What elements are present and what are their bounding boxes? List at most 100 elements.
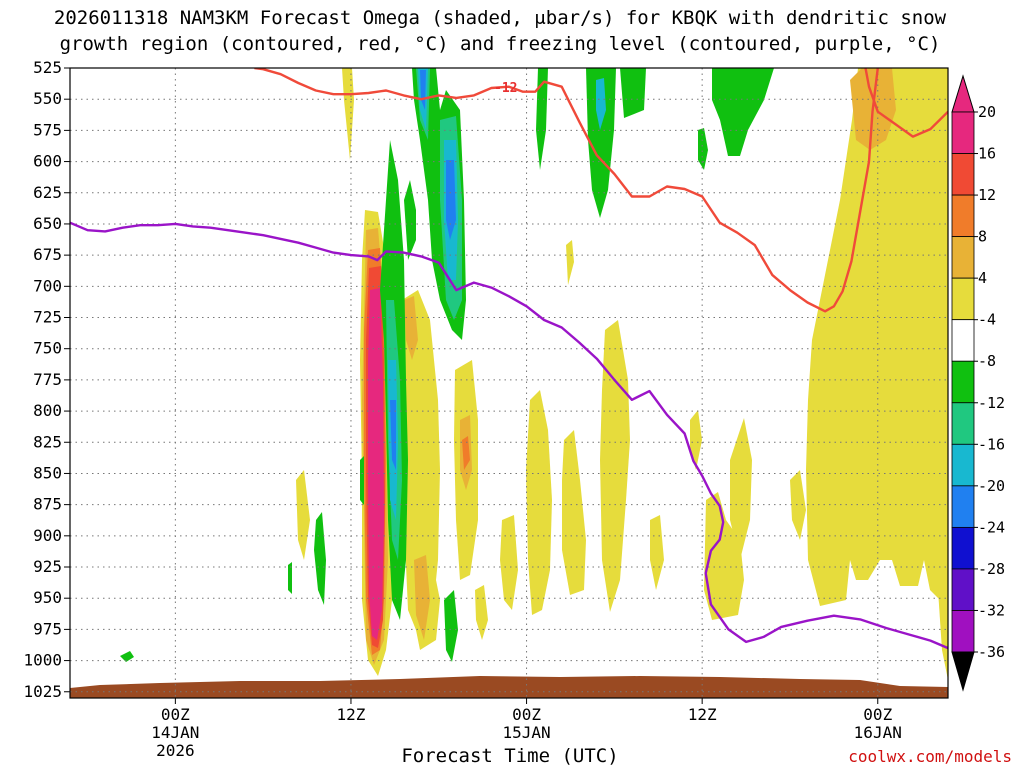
colorbar-label: 8	[978, 228, 987, 246]
y-tick-label: 750	[33, 339, 62, 358]
colorbar-label: -12	[978, 394, 1005, 412]
y-axis: 525 550 575 600 625 650 675 700 725 750 775 800 825 8…	[23, 58, 70, 701]
omega-negative-region	[314, 512, 326, 605]
colorbar-swatch	[951, 153, 975, 196]
y-tick-label: 550	[33, 89, 62, 108]
omega-positive-region	[600, 320, 630, 612]
y-tick-label: 850	[33, 463, 62, 482]
y-tick-label: 1000	[23, 651, 62, 670]
omega-positive-region	[690, 410, 702, 470]
colorbar-label: 20	[978, 103, 996, 121]
terrain	[70, 676, 948, 698]
omega-positive-region	[566, 240, 574, 285]
x-axis-label: Forecast Time (UTC)	[401, 745, 618, 767]
omega-negative-region	[444, 590, 458, 662]
colorbar-min-arrow	[951, 651, 975, 692]
omega-positive-region	[562, 430, 586, 595]
colorbar-label: -20	[978, 477, 1005, 495]
chart-title-line2: growth region (contoured, red, °C) and f…	[60, 33, 941, 55]
y-tick-label: 625	[33, 183, 62, 202]
x-tick-label: 15JAN	[502, 723, 550, 742]
freezing-level-line	[70, 221, 948, 650]
dgz-contour-label: -12	[494, 81, 517, 96]
y-tick-label: 650	[33, 214, 62, 233]
colorbar-label: -32	[978, 601, 1005, 619]
omega-positive-region	[790, 470, 806, 540]
omega-strong-region	[404, 296, 418, 360]
omega-blue-region	[390, 400, 396, 470]
omega-positive-region	[806, 68, 948, 606]
y-tick-label: 600	[33, 152, 62, 171]
omega-positive-region	[500, 515, 518, 610]
x-tick-label: 12Z	[337, 705, 366, 724]
y-tick-label: 675	[33, 245, 62, 264]
y-tick-label: 875	[33, 495, 62, 514]
y-tick-label: 925	[33, 557, 62, 576]
plot-area	[70, 68, 948, 698]
colorbar-label: -8	[978, 352, 996, 370]
y-tick-label: 1025	[23, 682, 62, 701]
colorbar-label: -4	[978, 311, 996, 329]
colorbar-max-arrow	[951, 74, 975, 113]
colorbar: 20 16 12 8 4 -4 -8 -12 -16 -20 -24 -28 -32 -36	[951, 74, 1005, 692]
omega-positive-region	[475, 585, 488, 640]
y-tick-label: 725	[33, 308, 62, 327]
colorbar-swatch	[951, 194, 975, 238]
colorbar-swatch	[951, 568, 975, 611]
source-credit: coolwx.com/models	[848, 747, 1012, 766]
x-tick-label: 14JAN	[151, 723, 199, 742]
colorbar-swatch	[951, 277, 975, 321]
x-tick-label: 2026	[156, 741, 195, 760]
gridlines	[70, 68, 948, 698]
colorbar-swatch	[951, 111, 975, 154]
plot-frame	[69, 67, 949, 699]
y-tick-label: 800	[33, 401, 62, 420]
omega-negative-region	[586, 68, 616, 218]
omega-shading	[120, 68, 948, 680]
colorbar-label: 12	[978, 186, 996, 204]
omega-positive-region	[704, 492, 744, 620]
omega-positive-region	[526, 390, 552, 615]
omega-negative-region	[698, 128, 708, 170]
omega-extreme-region	[368, 288, 384, 640]
omega-blue-region	[446, 160, 456, 240]
omega-positive-region	[296, 470, 310, 560]
y-tick-label: 975	[33, 619, 62, 638]
colorbar-label: -16	[978, 435, 1005, 453]
contours	[70, 68, 948, 650]
omega-negative-region	[712, 68, 774, 156]
omega-negative-region	[288, 562, 292, 594]
colorbar-swatch	[951, 443, 975, 487]
y-tick-label: 575	[33, 120, 62, 139]
colorbar-label: 4	[978, 269, 987, 287]
omega-stronger-region	[462, 436, 470, 470]
omega-strong-region	[414, 555, 430, 640]
colorbar-label: 16	[978, 145, 996, 163]
colorbar-swatch	[951, 360, 975, 404]
x-tick-label: 00Z	[161, 705, 190, 724]
omega-positive-region	[936, 540, 948, 680]
colorbar-swatch	[951, 526, 975, 570]
omega-positive-region	[730, 418, 752, 560]
y-tick-label: 825	[33, 432, 62, 451]
colorbar-swatch	[951, 485, 975, 528]
y-tick-label: 700	[33, 276, 62, 295]
colorbar-label: -36	[978, 643, 1005, 661]
colorbar-swatch	[951, 319, 975, 362]
omega-negative-region	[360, 456, 364, 505]
x-tick-label: 12Z	[688, 705, 717, 724]
colorbar-label: -28	[978, 560, 1005, 578]
dgz-contour-line	[864, 68, 948, 138]
omega-positive-region	[650, 515, 664, 590]
x-tick-label: 00Z	[512, 705, 541, 724]
y-tick-label: 775	[33, 370, 62, 389]
colorbar-swatch	[951, 402, 975, 445]
y-tick-label: 900	[33, 526, 62, 545]
omega-cyan-region	[596, 78, 606, 130]
chart-title-line1: 2026011318 NAM3KM Forecast Omega (shaded…	[54, 7, 947, 29]
y-tick-label: 950	[33, 588, 62, 607]
omega-negative-region	[120, 651, 134, 662]
y-tick-label: 525	[33, 58, 62, 77]
